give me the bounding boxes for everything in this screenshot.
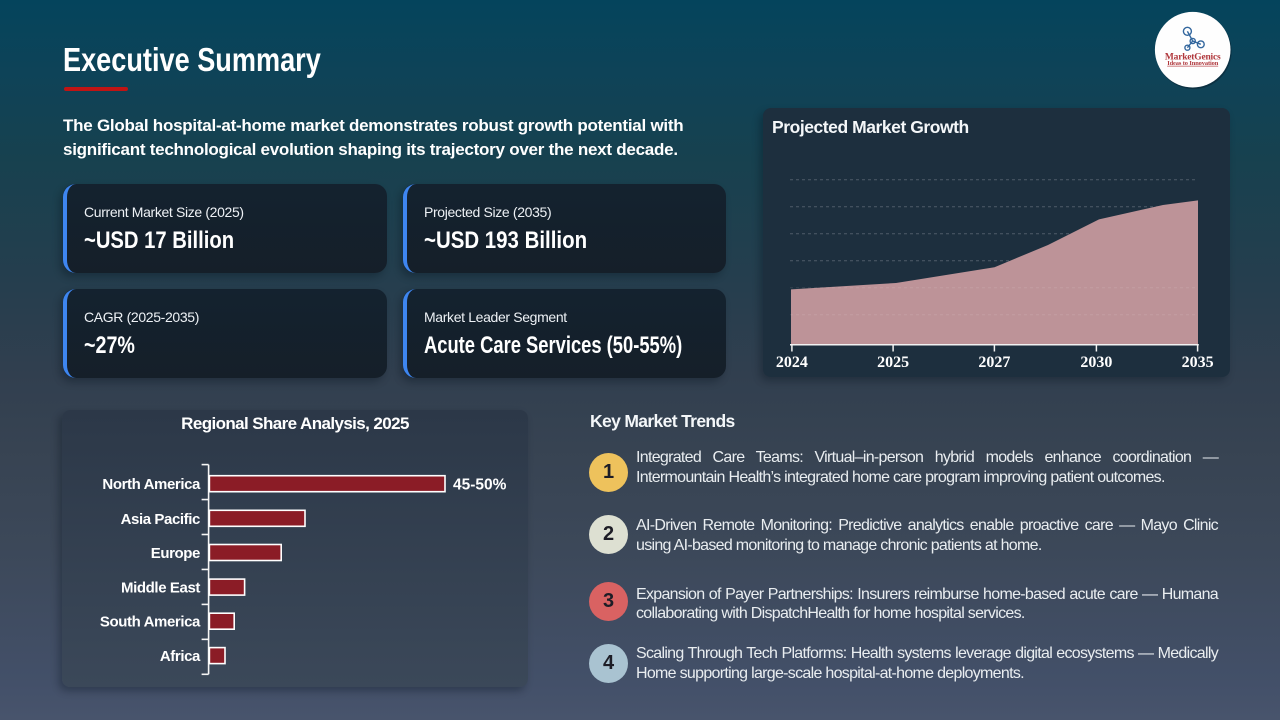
svg-text:North America: North America	[102, 476, 201, 493]
svg-text:2030: 2030	[1080, 354, 1112, 371]
svg-text:MarketGenics: MarketGenics	[1165, 53, 1221, 63]
svg-text:Ideas to Innovation: Ideas to Innovation	[1167, 60, 1219, 67]
svg-text:Africa: Africa	[160, 648, 201, 665]
svg-text:Middle East: Middle East	[121, 580, 200, 597]
svg-text:2025: 2025	[877, 354, 909, 371]
svg-text:Europe: Europe	[151, 545, 200, 562]
svg-text:2027: 2027	[978, 354, 1010, 371]
svg-text:2024: 2024	[776, 354, 808, 371]
svg-text:Asia Pacific: Asia Pacific	[121, 511, 200, 528]
svg-text:2035: 2035	[1182, 354, 1214, 371]
svg-text:45-50%: 45-50%	[453, 477, 507, 494]
svg-text:South America: South America	[100, 614, 201, 631]
